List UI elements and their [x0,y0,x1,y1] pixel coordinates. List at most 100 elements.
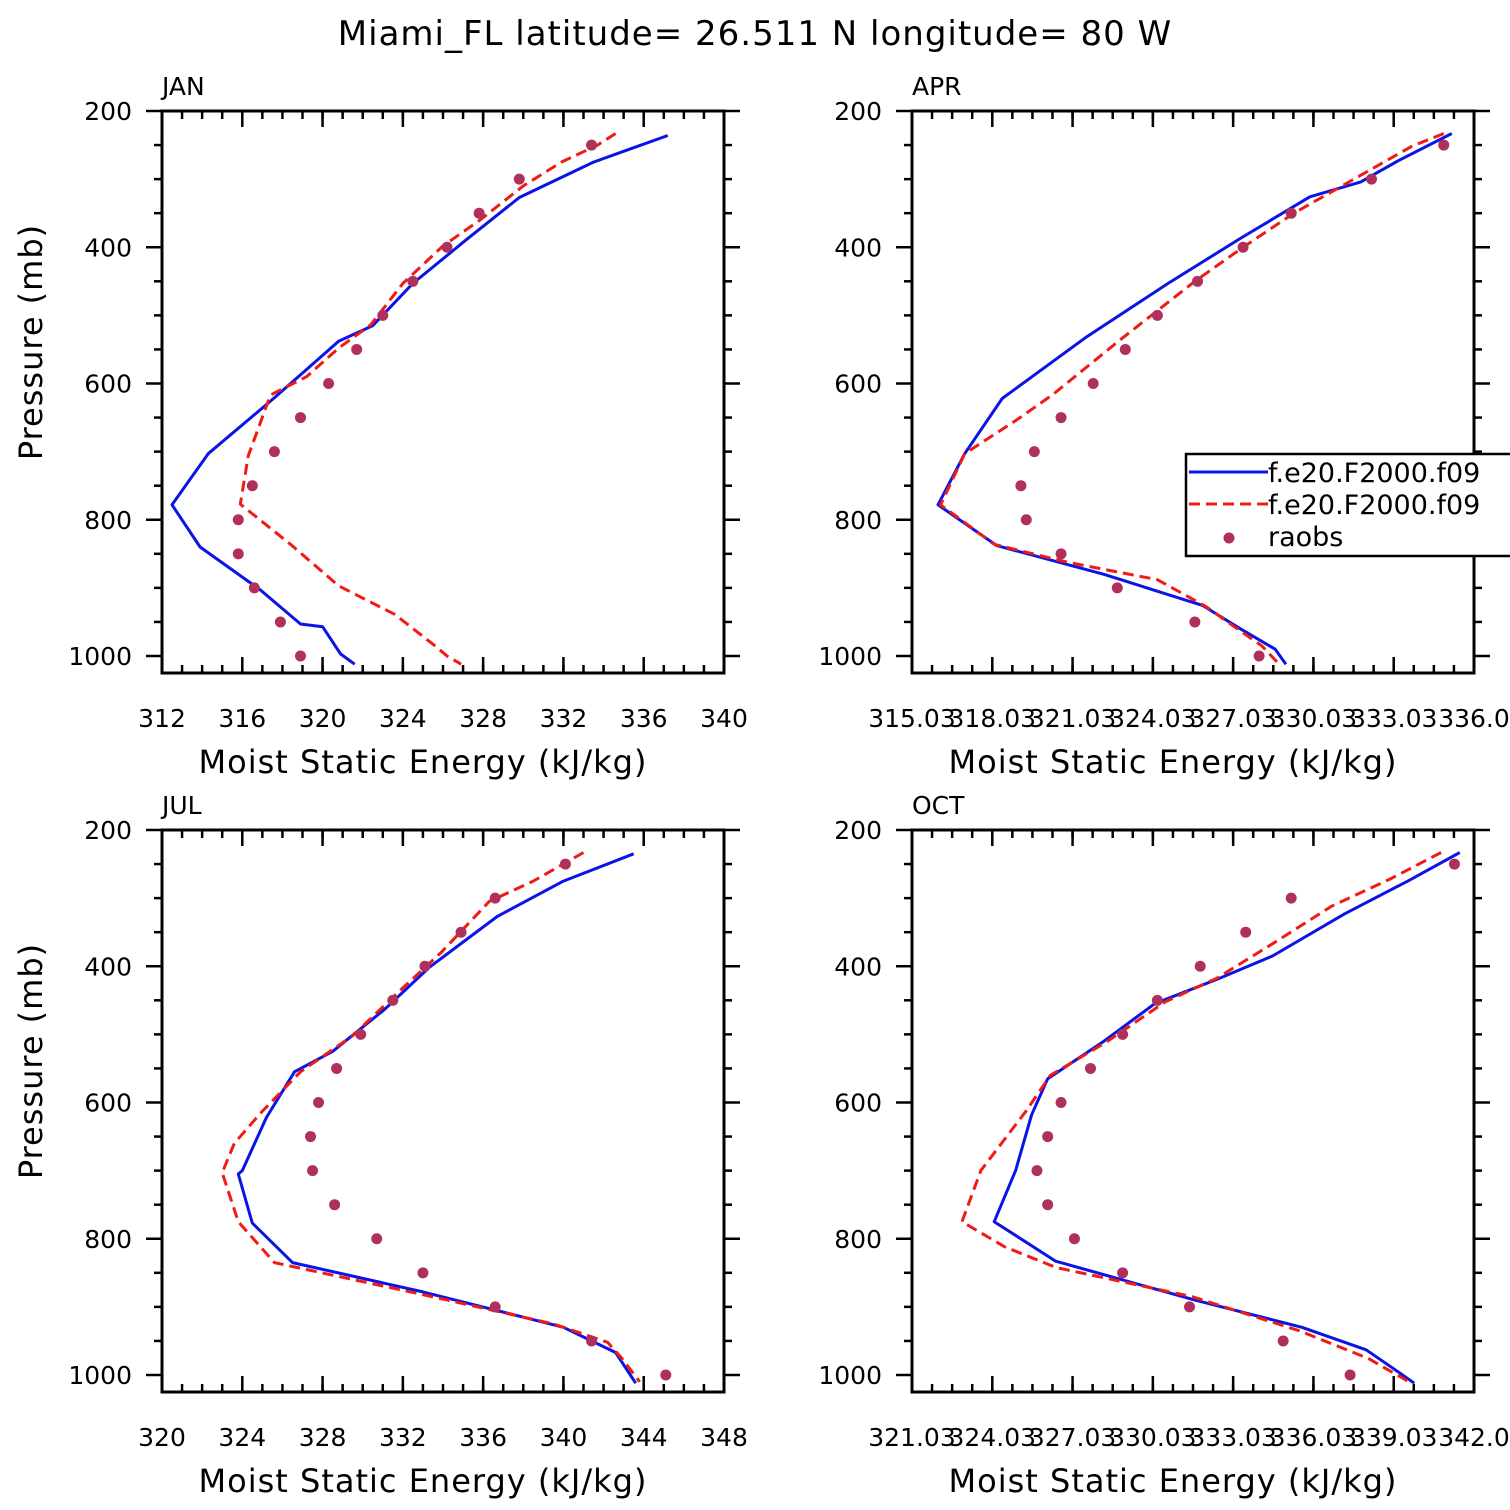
raobs-point [294,650,306,662]
y-tick-label: 400 [834,233,882,262]
y-tick-label: 1000 [818,642,882,671]
raobs-point [294,412,306,424]
y-tick-label: 800 [84,1225,132,1254]
x-tick-label: 336 [620,704,668,733]
x-tick-label: 330.03 [1270,704,1357,733]
raobs-point [586,1335,598,1347]
x-tick-label: 321.03 [868,1423,955,1452]
raobs-point [248,582,260,594]
legend-label: raobs [1268,522,1343,553]
raobs-point [1068,1233,1080,1245]
raobs-point [1015,480,1027,492]
raobs-point [419,960,431,972]
y-tick-label: 200 [84,97,132,126]
panel-label: OCT [912,791,965,820]
plot-frame [910,828,1476,1394]
x-tick-label: 318.03 [949,704,1036,733]
x-tick-label: 312 [138,704,186,733]
raobs-point [1042,1199,1054,1211]
raobs-point [660,1369,672,1381]
raobs-point [305,1131,317,1143]
raobs-point [1151,994,1163,1006]
raobs-point [387,994,399,1006]
model-line-solid [170,134,669,666]
model-line-solid [992,851,1461,1385]
panel-oct: OCT321.03324.03327.03330.03333.03336.033… [818,791,1509,1500]
x-tick-label: 339.03 [1350,1423,1437,1452]
raobs-point [1277,1335,1289,1347]
raobs-point [1194,960,1206,972]
raobs-point [1031,1165,1043,1177]
panel-apr: APR315.03318.03321.03324.03327.03330.033… [818,72,1509,781]
plot-frame [910,109,1476,675]
raobs-point [313,1097,325,1108]
y-tick-label: 1000 [68,1361,132,1390]
model-line-dashed [220,851,641,1383]
raobs-point [1020,514,1032,526]
raobs-point [329,1199,341,1211]
y-tick-label: 600 [834,370,882,399]
x-axis-label: Moist Static Energy (kJ/kg) [949,1462,1398,1500]
plot-frame [160,828,726,1394]
legend-marker [1223,532,1235,544]
raobs-point [232,514,244,526]
raobs-point [1055,548,1067,560]
model-line-dashed [939,132,1445,664]
x-tick-label: 336 [459,1423,507,1452]
y-tick-label: 400 [84,233,132,262]
x-tick-label: 332 [379,1423,427,1452]
x-tick-label: 324 [218,1423,266,1452]
y-tick-label: 200 [84,816,132,845]
x-tick-label: 328 [299,1423,347,1452]
x-tick-label: 327.03 [1029,1423,1116,1452]
raobs-point [473,207,485,219]
raobs-point [274,616,286,628]
y-tick-label: 800 [834,506,882,535]
model-line-dashed [960,851,1442,1384]
y-tick-label: 600 [834,1089,882,1118]
model-line-solid [236,852,637,1385]
raobs-point [1028,446,1040,458]
plot-frame [160,109,726,675]
x-axis-label: Moist Static Energy (kJ/kg) [199,743,648,781]
raobs-point [1042,1131,1054,1143]
panel-label: APR [912,72,962,101]
raobs-point [1117,1267,1129,1279]
raobs-point [351,343,363,355]
y-tick-label: 1000 [68,642,132,671]
raobs-point [1237,241,1249,253]
model-line-solid [936,132,1453,666]
x-tick-label: 344 [620,1423,668,1452]
y-tick-label: 200 [834,97,882,126]
x-axis-label: Moist Static Energy (kJ/kg) [949,743,1398,781]
y-tick-label: 400 [834,952,882,981]
raobs-point [1055,1097,1067,1108]
x-tick-label: 332 [540,704,588,733]
panel-label: JUL [160,791,202,820]
x-tick-label: 324.03 [949,1423,1036,1452]
x-tick-label: 315.03 [868,704,955,733]
y-tick-label: 800 [84,506,132,535]
raobs-point [1151,309,1163,321]
y-tick-label: 200 [834,816,882,845]
raobs-point [1184,1301,1196,1313]
x-tick-label: 340 [540,1423,588,1452]
raobs-point [377,309,389,321]
raobs-point [331,1062,343,1074]
series-group [220,851,672,1385]
figure-title: Miami_FL latitude= 26.511 N longitude= 8… [338,14,1172,54]
x-tick-label: 324.03 [1109,704,1196,733]
raobs-point [1119,343,1131,355]
raobs-point [246,480,258,492]
raobs-point [1285,892,1297,904]
series-group [170,132,669,666]
panel-label: JAN [160,72,205,101]
raobs-point [489,892,501,904]
x-tick-label: 342.0 [1438,1423,1510,1452]
y-axis-label: Pressure (mb) [12,943,50,1179]
raobs-point [1085,1062,1097,1074]
raobs-point [1189,616,1201,628]
x-tick-label: 333.03 [1350,704,1437,733]
raobs-point [489,1301,501,1313]
